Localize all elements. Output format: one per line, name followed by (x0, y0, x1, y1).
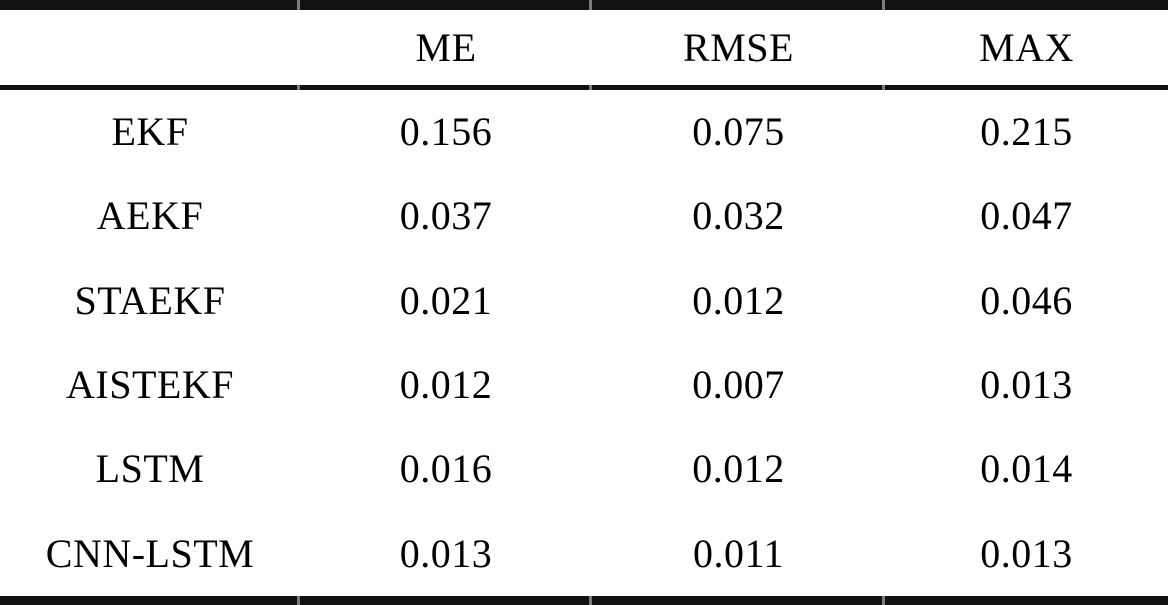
cell-me: 0.016 (399, 446, 493, 492)
column-header-me: ME (415, 24, 477, 70)
column-seam (297, 0, 300, 10)
cell-me: 0.156 (399, 109, 493, 155)
table-row-staekf: STAEKF 0.021 0.012 0.046 (0, 259, 1168, 343)
cell-rmse: 0.011 (692, 530, 784, 576)
cell-max: 0.014 (980, 446, 1073, 492)
row-label: AISTEKF (66, 362, 234, 408)
column-header-max: MAX (979, 24, 1074, 70)
row-label: LSTM (95, 446, 205, 492)
row-label: STAEKF (74, 277, 226, 323)
cell-max: 0.047 (980, 193, 1073, 239)
table-row-aistekf: AISTEKF 0.012 0.007 0.013 (0, 343, 1168, 427)
column-seam (882, 0, 885, 10)
row-label: EKF (111, 109, 189, 155)
column-seam (297, 595, 300, 605)
table-row-ekf: EKF 0.156 0.075 0.215 (0, 90, 1168, 174)
column-seam (882, 595, 885, 605)
cell-me: 0.013 (399, 530, 493, 576)
column-seam (589, 595, 592, 605)
cell-max: 0.215 (980, 109, 1073, 155)
column-seam (589, 85, 592, 90)
column-seam (297, 85, 300, 90)
table-top-rule (0, 0, 1168, 10)
row-label: CNN-LSTM (45, 530, 255, 576)
cell-me: 0.037 (399, 193, 493, 239)
header-row: ME RMSE MAX (0, 10, 1168, 85)
cell-max: 0.046 (980, 277, 1073, 323)
cell-me: 0.021 (399, 277, 493, 323)
column-header-rmse: RMSE (683, 24, 794, 70)
cell-rmse: 0.075 (692, 109, 785, 155)
cell-me: 0.012 (399, 362, 493, 408)
table-row-aekf: AEKF 0.037 0.032 0.047 (0, 174, 1168, 258)
cell-rmse: 0.032 (692, 193, 785, 239)
table-row-cnn-lstm: CNN-LSTM 0.013 0.011 0.013 (0, 512, 1168, 596)
table-bottom-rule (0, 595, 1168, 605)
header-divider-rule (0, 85, 1168, 90)
column-seam (589, 0, 592, 10)
row-label: AEKF (96, 193, 204, 239)
cell-max: 0.013 (980, 362, 1073, 408)
cell-rmse: 0.012 (692, 277, 785, 323)
table-row-lstm: LSTM 0.016 0.012 0.014 (0, 427, 1168, 511)
cell-max: 0.013 (980, 530, 1073, 576)
cell-rmse: 0.007 (692, 362, 785, 408)
cell-rmse: 0.012 (692, 446, 785, 492)
column-seam (882, 85, 885, 90)
